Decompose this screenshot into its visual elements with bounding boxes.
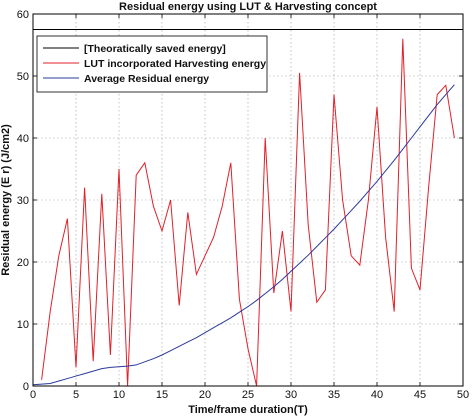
x-tick-label: 45: [414, 389, 426, 401]
y-tick-label: 20: [17, 257, 29, 269]
legend: [Theoratically saved energy] LUT incorpor…: [36, 35, 268, 93]
x-tick-label: 50: [457, 389, 469, 401]
chart-title: Residual energy using LUT & Harvesting c…: [119, 1, 377, 13]
legend-entry-3: Average Residual energy: [84, 73, 209, 85]
x-tick-label: 40: [371, 389, 383, 401]
y-tick-label: 0: [23, 381, 29, 393]
x-tick-label: 10: [113, 389, 125, 401]
y-tick-label: 50: [17, 71, 29, 83]
series-line-2: [41, 38, 455, 387]
x-tick-label: 15: [156, 389, 168, 401]
x-tick-label: 20: [199, 389, 211, 401]
y-axis-label: Residual energy (E r) (J/cm2): [0, 124, 12, 276]
y-tick-label: 30: [17, 195, 29, 207]
legend-entry-2: LUT incorporated Harvesting energy: [84, 58, 266, 70]
axis-ticks: 0 5 10 15 20 25 30 35 40 45 50 0 10 20 30 40 50 60: [17, 9, 469, 401]
x-tick-label: 0: [30, 389, 36, 401]
x-tick-label: 5: [73, 389, 79, 401]
legend-box: [36, 35, 268, 93]
x-tick-label: 30: [285, 389, 297, 401]
x-axis-label: Time/frame duration(T): [188, 404, 308, 416]
y-tick-label: 40: [17, 133, 29, 145]
legend-entry-1: [Theoratically saved energy]: [84, 43, 226, 55]
y-tick-label: 10: [17, 319, 29, 331]
series-layer: [32, 29, 463, 387]
y-tick-label: 60: [17, 9, 29, 21]
series-line-3: [32, 84, 455, 386]
x-tick-label: 25: [242, 389, 254, 401]
x-tick-label: 35: [328, 389, 340, 401]
